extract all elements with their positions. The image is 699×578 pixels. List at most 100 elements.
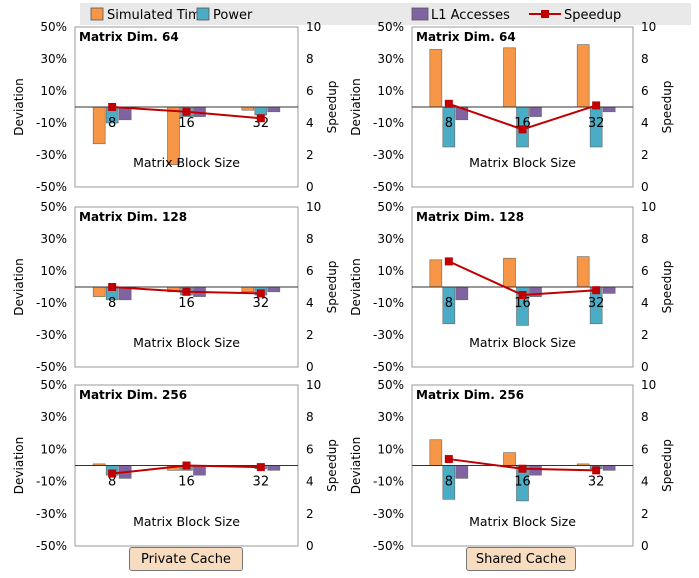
speedup-marker (182, 461, 191, 470)
y2-tick-label: 2 (641, 507, 649, 521)
bar (576, 256, 590, 288)
y-tick-label: 50% (377, 200, 404, 214)
y-tick-label: 50% (40, 200, 67, 214)
x-tick-label: 32 (588, 116, 605, 131)
y2-tick-label: 6 (641, 442, 649, 456)
panel-title: Matrix Dim. 256 (79, 388, 187, 402)
x-tick-label: 32 (253, 475, 270, 490)
y-tick-label: -50% (373, 360, 404, 374)
chart-panel: 50% 30% 10% -10% -30% -50% 10 8 6 4 2 0 Deviation Spe… (12, 378, 339, 553)
y-axis-title: Deviation (349, 78, 363, 135)
x-tick-label: 32 (253, 296, 270, 311)
y-tick-label: -30% (373, 328, 404, 342)
y2-tick-label: 0 (641, 360, 649, 374)
x-tick-label: 32 (588, 475, 605, 490)
legend-label: Power (213, 8, 253, 23)
bar (267, 106, 281, 113)
y2-tick-label: 4 (641, 116, 649, 130)
legend-label: Simulated Time (107, 8, 209, 23)
y2-tick-label: 8 (306, 232, 314, 246)
y2-tick-label: 10 (641, 20, 656, 34)
y2-tick-label: 10 (306, 200, 321, 214)
y2-tick-label: 0 (306, 539, 314, 553)
x-axis-title: Matrix Block Size (133, 514, 240, 529)
shared-cache-button[interactable]: Shared Cache (466, 547, 576, 571)
speedup-marker (444, 257, 453, 266)
bar (429, 439, 443, 466)
y-tick-label: -50% (373, 539, 404, 553)
y2-axis-title: Speedup (660, 261, 674, 314)
speedup-marker (592, 101, 601, 110)
y2-tick-label: 2 (306, 148, 314, 162)
y-tick-label: -30% (373, 148, 404, 162)
speedup-marker (592, 286, 601, 295)
x-tick-label: 8 (445, 296, 453, 311)
x-tick-label: 16 (178, 475, 195, 490)
bar (602, 465, 616, 471)
bar (576, 44, 590, 108)
x-tick-label: 16 (514, 475, 531, 490)
y-tick-label: 50% (40, 378, 67, 392)
y-tick-label: 30% (377, 52, 404, 66)
legend-swatch (411, 7, 429, 21)
private-cache-button[interactable]: Private Cache (129, 547, 243, 571)
x-tick-label: 32 (588, 296, 605, 311)
x-tick-label: 8 (445, 475, 453, 490)
y2-tick-label: 8 (306, 52, 314, 66)
bar (503, 47, 516, 108)
x-tick-label: 8 (445, 116, 453, 131)
x-tick-label: 8 (108, 116, 116, 131)
panel-title: Matrix Dim. 128 (79, 210, 187, 224)
y-tick-label: -30% (36, 507, 67, 521)
y-tick-label: 30% (377, 410, 404, 424)
y-tick-label: 30% (40, 52, 67, 66)
bar (602, 286, 616, 294)
y-tick-label: -10% (36, 475, 67, 489)
chart-panel: 50% 30% 10% -10% -30% -50% 10 8 6 4 2 0 Deviation Spe… (12, 200, 339, 374)
speedup-marker (256, 463, 265, 472)
y-tick-label: 30% (377, 232, 404, 246)
chart-panels: 50% 30% 10% -10% -30% -50% 10 8 6 4 2 0 Deviation Spe… (12, 20, 674, 553)
bar (602, 106, 616, 113)
y-tick-label: 10% (377, 442, 404, 456)
bar (92, 106, 106, 145)
x-axis-title: Matrix Block Size (469, 335, 576, 350)
y2-tick-label: 10 (641, 200, 656, 214)
legend-background (80, 3, 691, 25)
y2-tick-label: 4 (306, 296, 314, 310)
speedup-marker (256, 289, 265, 298)
y2-axis-title: Speedup (325, 81, 339, 134)
x-tick-label: 8 (108, 475, 116, 490)
bar (529, 106, 542, 117)
bar (503, 452, 516, 466)
bar (241, 286, 255, 293)
y-tick-label: -10% (373, 475, 404, 489)
panel-title: Matrix Dim. 64 (79, 30, 179, 44)
x-tick-label: 16 (514, 296, 531, 311)
chart-panel: 50% 30% 10% -10% -30% -50% 10 8 6 4 2 0 Deviation Spe… (349, 200, 674, 374)
y2-tick-label: 6 (306, 264, 314, 278)
y-axis-title: Deviation (12, 437, 26, 494)
y2-axis-title: Speedup (660, 81, 674, 134)
y-tick-label: -30% (36, 148, 67, 162)
chart-panel: 50% 30% 10% -10% -30% -50% 10 8 6 4 2 0 Deviation Spe… (12, 20, 339, 194)
y-axis-title: Deviation (12, 258, 26, 315)
y2-tick-label: 4 (641, 296, 649, 310)
bar (267, 465, 281, 471)
speedup-marker (256, 114, 265, 123)
panel-title: Matrix Dim. 64 (416, 30, 516, 44)
bar (267, 286, 281, 293)
bar (503, 257, 516, 288)
bar (429, 259, 443, 288)
speedup-marker (108, 103, 117, 111)
speedup-marker (518, 464, 527, 473)
y2-tick-label: 2 (306, 507, 314, 521)
y2-tick-label: 0 (641, 539, 649, 553)
x-axis-title: Matrix Block Size (469, 155, 576, 170)
y2-tick-label: 6 (306, 84, 314, 98)
y-tick-label: -30% (373, 507, 404, 521)
y-axis-title: Deviation (349, 258, 363, 315)
y-tick-label: 30% (40, 410, 67, 424)
legend-swatch (196, 7, 210, 21)
y2-tick-label: 4 (641, 475, 649, 489)
